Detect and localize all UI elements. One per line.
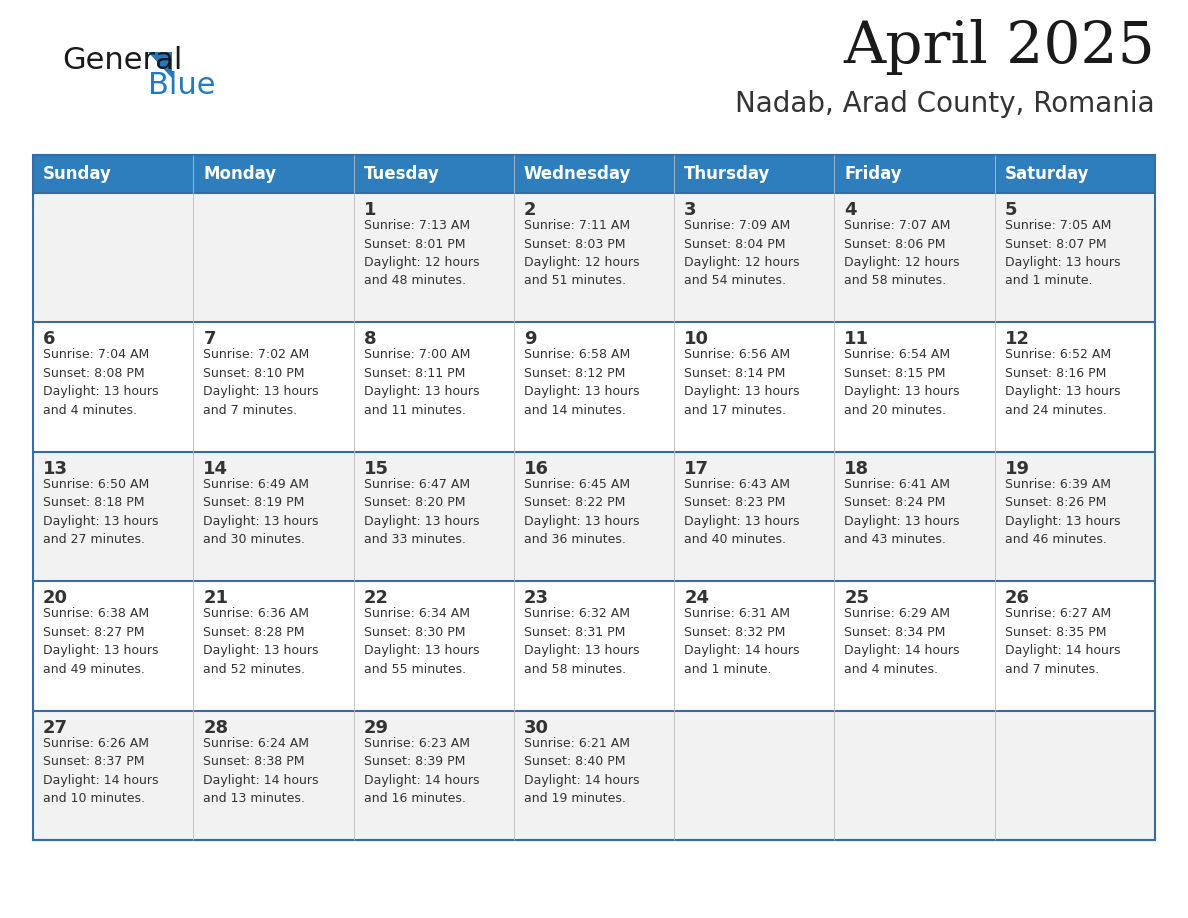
Text: Sunrise: 6:56 AM
Sunset: 8:14 PM
Daylight: 13 hours
and 17 minutes.: Sunrise: 6:56 AM Sunset: 8:14 PM Dayligh… xyxy=(684,349,800,417)
Text: Sunrise: 6:32 AM
Sunset: 8:31 PM
Daylight: 13 hours
and 58 minutes.: Sunrise: 6:32 AM Sunset: 8:31 PM Dayligh… xyxy=(524,607,639,676)
Text: Sunrise: 7:00 AM
Sunset: 8:11 PM
Daylight: 13 hours
and 11 minutes.: Sunrise: 7:00 AM Sunset: 8:11 PM Dayligh… xyxy=(364,349,479,417)
Text: 1: 1 xyxy=(364,201,377,219)
Text: Monday: Monday xyxy=(203,165,277,183)
Text: 7: 7 xyxy=(203,330,216,349)
Bar xyxy=(33,193,1155,322)
Text: Sunrise: 7:09 AM
Sunset: 8:04 PM
Daylight: 12 hours
and 54 minutes.: Sunrise: 7:09 AM Sunset: 8:04 PM Dayligh… xyxy=(684,219,800,287)
Bar xyxy=(33,452,1155,581)
Bar xyxy=(33,155,1155,840)
Text: 30: 30 xyxy=(524,719,549,736)
Text: 6: 6 xyxy=(43,330,56,349)
Text: 13: 13 xyxy=(43,460,68,477)
Text: 23: 23 xyxy=(524,589,549,607)
Text: Sunrise: 6:29 AM
Sunset: 8:34 PM
Daylight: 14 hours
and 4 minutes.: Sunrise: 6:29 AM Sunset: 8:34 PM Dayligh… xyxy=(845,607,960,676)
Text: 5: 5 xyxy=(1005,201,1017,219)
Text: 11: 11 xyxy=(845,330,870,349)
Text: Sunrise: 6:49 AM
Sunset: 8:19 PM
Daylight: 13 hours
and 30 minutes.: Sunrise: 6:49 AM Sunset: 8:19 PM Dayligh… xyxy=(203,477,318,546)
Text: Sunrise: 6:36 AM
Sunset: 8:28 PM
Daylight: 13 hours
and 52 minutes.: Sunrise: 6:36 AM Sunset: 8:28 PM Dayligh… xyxy=(203,607,318,676)
Text: Sunrise: 6:38 AM
Sunset: 8:27 PM
Daylight: 13 hours
and 49 minutes.: Sunrise: 6:38 AM Sunset: 8:27 PM Dayligh… xyxy=(43,607,158,676)
Text: Sunrise: 6:21 AM
Sunset: 8:40 PM
Daylight: 14 hours
and 19 minutes.: Sunrise: 6:21 AM Sunset: 8:40 PM Dayligh… xyxy=(524,736,639,805)
Text: Sunrise: 7:07 AM
Sunset: 8:06 PM
Daylight: 12 hours
and 58 minutes.: Sunrise: 7:07 AM Sunset: 8:06 PM Dayligh… xyxy=(845,219,960,287)
Text: Tuesday: Tuesday xyxy=(364,165,440,183)
Text: 8: 8 xyxy=(364,330,377,349)
Text: Sunrise: 7:05 AM
Sunset: 8:07 PM
Daylight: 13 hours
and 1 minute.: Sunrise: 7:05 AM Sunset: 8:07 PM Dayligh… xyxy=(1005,219,1120,287)
Text: Sunrise: 6:39 AM
Sunset: 8:26 PM
Daylight: 13 hours
and 46 minutes.: Sunrise: 6:39 AM Sunset: 8:26 PM Dayligh… xyxy=(1005,477,1120,546)
Text: Sunrise: 7:04 AM
Sunset: 8:08 PM
Daylight: 13 hours
and 4 minutes.: Sunrise: 7:04 AM Sunset: 8:08 PM Dayligh… xyxy=(43,349,158,417)
Text: 4: 4 xyxy=(845,201,857,219)
Text: April 2025: April 2025 xyxy=(843,19,1155,75)
Bar xyxy=(33,322,1155,452)
Text: 16: 16 xyxy=(524,460,549,477)
Text: Sunrise: 6:58 AM
Sunset: 8:12 PM
Daylight: 13 hours
and 14 minutes.: Sunrise: 6:58 AM Sunset: 8:12 PM Dayligh… xyxy=(524,349,639,417)
Text: Sunday: Sunday xyxy=(43,165,112,183)
Text: Thursday: Thursday xyxy=(684,165,771,183)
Text: Sunrise: 6:26 AM
Sunset: 8:37 PM
Daylight: 14 hours
and 10 minutes.: Sunrise: 6:26 AM Sunset: 8:37 PM Dayligh… xyxy=(43,736,158,805)
Bar xyxy=(33,711,1155,840)
Text: Sunrise: 6:54 AM
Sunset: 8:15 PM
Daylight: 13 hours
and 20 minutes.: Sunrise: 6:54 AM Sunset: 8:15 PM Dayligh… xyxy=(845,349,960,417)
Text: 15: 15 xyxy=(364,460,388,477)
Text: 27: 27 xyxy=(43,719,68,736)
Text: 28: 28 xyxy=(203,719,228,736)
Text: 14: 14 xyxy=(203,460,228,477)
Text: 3: 3 xyxy=(684,201,696,219)
Text: Sunrise: 6:47 AM
Sunset: 8:20 PM
Daylight: 13 hours
and 33 minutes.: Sunrise: 6:47 AM Sunset: 8:20 PM Dayligh… xyxy=(364,477,479,546)
Text: Sunrise: 6:34 AM
Sunset: 8:30 PM
Daylight: 13 hours
and 55 minutes.: Sunrise: 6:34 AM Sunset: 8:30 PM Dayligh… xyxy=(364,607,479,676)
Text: 22: 22 xyxy=(364,589,388,607)
Text: Nadab, Arad County, Romania: Nadab, Arad County, Romania xyxy=(735,90,1155,118)
Text: Sunrise: 6:50 AM
Sunset: 8:18 PM
Daylight: 13 hours
and 27 minutes.: Sunrise: 6:50 AM Sunset: 8:18 PM Dayligh… xyxy=(43,477,158,546)
Text: Sunrise: 6:27 AM
Sunset: 8:35 PM
Daylight: 14 hours
and 7 minutes.: Sunrise: 6:27 AM Sunset: 8:35 PM Dayligh… xyxy=(1005,607,1120,676)
Text: 10: 10 xyxy=(684,330,709,349)
Text: Sunrise: 6:52 AM
Sunset: 8:16 PM
Daylight: 13 hours
and 24 minutes.: Sunrise: 6:52 AM Sunset: 8:16 PM Dayligh… xyxy=(1005,349,1120,417)
Text: Sunrise: 6:23 AM
Sunset: 8:39 PM
Daylight: 14 hours
and 16 minutes.: Sunrise: 6:23 AM Sunset: 8:39 PM Dayligh… xyxy=(364,736,479,805)
Text: Blue: Blue xyxy=(148,71,215,100)
Text: Sunrise: 6:45 AM
Sunset: 8:22 PM
Daylight: 13 hours
and 36 minutes.: Sunrise: 6:45 AM Sunset: 8:22 PM Dayligh… xyxy=(524,477,639,546)
Text: Friday: Friday xyxy=(845,165,902,183)
Text: Sunrise: 6:43 AM
Sunset: 8:23 PM
Daylight: 13 hours
and 40 minutes.: Sunrise: 6:43 AM Sunset: 8:23 PM Dayligh… xyxy=(684,477,800,546)
Text: Sunrise: 6:24 AM
Sunset: 8:38 PM
Daylight: 14 hours
and 13 minutes.: Sunrise: 6:24 AM Sunset: 8:38 PM Dayligh… xyxy=(203,736,318,805)
Text: Wednesday: Wednesday xyxy=(524,165,631,183)
Polygon shape xyxy=(148,52,172,78)
Text: 25: 25 xyxy=(845,589,870,607)
Text: Sunrise: 7:11 AM
Sunset: 8:03 PM
Daylight: 12 hours
and 51 minutes.: Sunrise: 7:11 AM Sunset: 8:03 PM Dayligh… xyxy=(524,219,639,287)
Text: 17: 17 xyxy=(684,460,709,477)
Text: 24: 24 xyxy=(684,589,709,607)
Text: 20: 20 xyxy=(43,589,68,607)
Text: 19: 19 xyxy=(1005,460,1030,477)
Text: Sunrise: 6:41 AM
Sunset: 8:24 PM
Daylight: 13 hours
and 43 minutes.: Sunrise: 6:41 AM Sunset: 8:24 PM Dayligh… xyxy=(845,477,960,546)
Text: 21: 21 xyxy=(203,589,228,607)
Text: 12: 12 xyxy=(1005,330,1030,349)
Text: 29: 29 xyxy=(364,719,388,736)
Text: Sunrise: 7:13 AM
Sunset: 8:01 PM
Daylight: 12 hours
and 48 minutes.: Sunrise: 7:13 AM Sunset: 8:01 PM Dayligh… xyxy=(364,219,479,287)
Text: Saturday: Saturday xyxy=(1005,165,1089,183)
Text: 18: 18 xyxy=(845,460,870,477)
Bar xyxy=(33,155,1155,193)
Text: 2: 2 xyxy=(524,201,536,219)
Text: Sunrise: 6:31 AM
Sunset: 8:32 PM
Daylight: 14 hours
and 1 minute.: Sunrise: 6:31 AM Sunset: 8:32 PM Dayligh… xyxy=(684,607,800,676)
Text: General: General xyxy=(62,46,183,75)
Text: 26: 26 xyxy=(1005,589,1030,607)
Bar xyxy=(33,581,1155,711)
Text: Sunrise: 7:02 AM
Sunset: 8:10 PM
Daylight: 13 hours
and 7 minutes.: Sunrise: 7:02 AM Sunset: 8:10 PM Dayligh… xyxy=(203,349,318,417)
Text: 9: 9 xyxy=(524,330,536,349)
